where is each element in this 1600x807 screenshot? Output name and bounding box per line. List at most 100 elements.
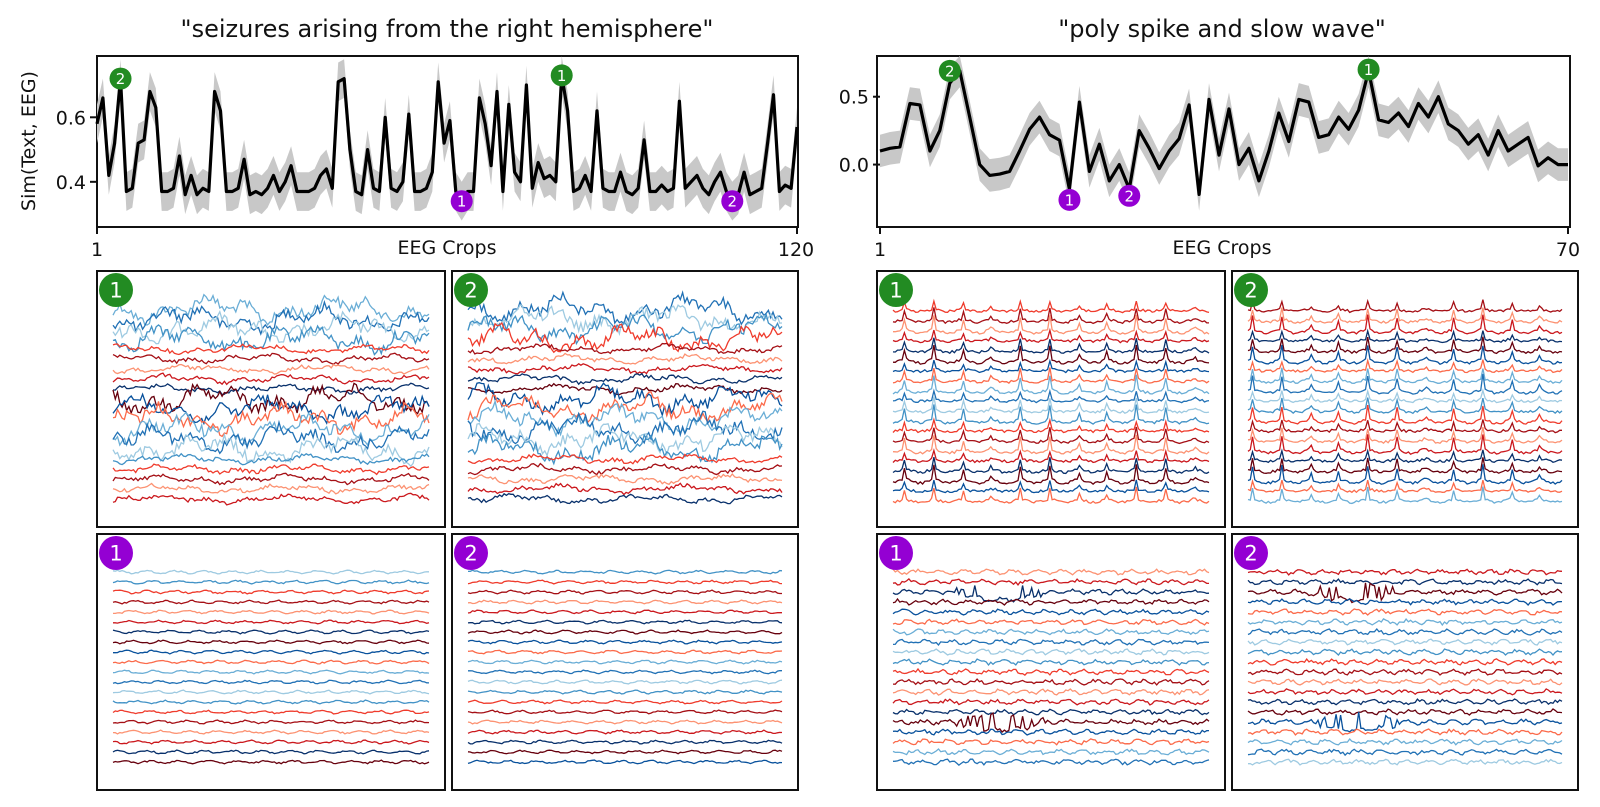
- eeg-trace: [1247, 328, 1563, 344]
- eeg-trace: [892, 577, 1210, 586]
- right-chart-title: "poly spike and slow wave": [1058, 15, 1386, 43]
- eeg-trace: [467, 352, 783, 365]
- left-x-tick-last: 120: [778, 239, 814, 261]
- eeg-trace: [1247, 457, 1563, 474]
- eeg-trace: [467, 609, 782, 615]
- eeg-trace: [1247, 638, 1563, 646]
- marker-label: 2: [1125, 187, 1135, 205]
- eeg-trace: [1247, 464, 1563, 485]
- eeg-trace: [892, 307, 1210, 325]
- panel-badge-label: 1: [889, 279, 902, 303]
- eeg-trace: [892, 638, 1210, 647]
- eeg-trace: [892, 667, 1210, 676]
- eeg-trace: [1247, 314, 1563, 335]
- eeg-panel-green-1: 1: [96, 270, 446, 528]
- eeg-trace: [892, 618, 1210, 626]
- eeg-trace: [112, 482, 430, 495]
- eeg-trace: [1247, 397, 1563, 415]
- eeg-trace: [1247, 448, 1563, 464]
- eeg-trace: [112, 382, 430, 396]
- eeg-panel-green-2: 2: [451, 270, 799, 528]
- eeg-trace: [467, 422, 783, 458]
- eeg-trace: [1247, 568, 1563, 576]
- eeg-trace: [1247, 618, 1563, 627]
- left-chart-title: "seizures arising from the right hemisph…: [181, 15, 714, 43]
- eeg-trace: [112, 709, 430, 715]
- eeg-trace: [892, 367, 1210, 384]
- eeg-trace: [112, 579, 430, 585]
- right-chart-frame: [876, 55, 1571, 228]
- eeg-trace: [112, 324, 430, 356]
- panel-badge-label: 1: [889, 542, 902, 566]
- eeg-trace: [112, 569, 429, 575]
- left-y-axis-label: Sim(Text, EEG): [18, 71, 40, 211]
- eeg-trace: [112, 689, 430, 695]
- green-panel-badge-2: [454, 273, 488, 307]
- eeg-trace: [1247, 307, 1563, 324]
- eeg-trace: [1247, 698, 1563, 706]
- panel-badge-label: 2: [464, 279, 477, 303]
- eeg-trace: [1247, 298, 1563, 314]
- eeg-trace: [892, 337, 1210, 355]
- eeg-trace: [1247, 434, 1563, 455]
- eeg-trace: [1247, 404, 1563, 425]
- purple-panel-badge-2: [1234, 536, 1268, 570]
- eeg-trace: [1247, 426, 1563, 445]
- eeg-trace: [892, 708, 1210, 716]
- eeg-trace: [112, 363, 430, 375]
- eeg-trace: [112, 463, 430, 476]
- right-similarity-chart: "poly spike and slow wave" 0.0 0.5 1 70 E…: [839, 15, 1580, 261]
- eeg-trace: [1247, 486, 1563, 505]
- eeg-trace: [467, 382, 783, 396]
- purple-marker-1: [450, 190, 473, 213]
- eeg-trace: [892, 658, 1210, 667]
- left-chart-confidence-band: [97, 56, 797, 221]
- right-x-tick-first: 1: [874, 239, 886, 261]
- eeg-trace: [892, 358, 1210, 374]
- eeg-trace: [892, 728, 1210, 736]
- eeg-trace: [112, 639, 430, 645]
- eeg-example-panels: 1 2 1 2 1 2 1 2: [96, 270, 1579, 791]
- eeg-trace: [467, 363, 783, 375]
- eeg-trace: [1247, 627, 1563, 636]
- eeg-trace: [112, 679, 430, 685]
- eeg-trace: [892, 448, 1210, 464]
- eeg-trace: [467, 321, 783, 354]
- green-marker-1: [550, 64, 573, 87]
- eeg-trace: [1247, 608, 1563, 616]
- eeg-trace: [112, 411, 430, 447]
- eeg-panel-purple-2: 2: [451, 533, 799, 791]
- marker-label: 2: [728, 193, 738, 211]
- left-chart-mean-line: [95, 73, 799, 203]
- left-x-tick-first: 1: [91, 239, 103, 261]
- eeg-trace: [892, 568, 1210, 576]
- eeg-trace: [1247, 388, 1563, 404]
- eeg-trace: [112, 659, 430, 665]
- eeg-trace: [1247, 737, 1563, 746]
- y-tick-label: 0.0: [839, 155, 869, 177]
- eeg-trace: [467, 579, 783, 585]
- eeg-trace: [467, 599, 783, 605]
- eeg-trace: [112, 400, 430, 438]
- eeg-trace: [113, 609, 430, 615]
- eeg-trace: [112, 599, 430, 605]
- eeg-trace: [892, 698, 1210, 706]
- eeg-trace: [1247, 711, 1563, 733]
- eeg-panel-green-2: 2: [1231, 270, 1579, 528]
- eeg-trace: [1247, 678, 1563, 686]
- y-tick-label: 0.5: [839, 87, 869, 109]
- eeg-trace: [892, 434, 1210, 455]
- eeg-trace: [1247, 478, 1563, 494]
- eeg-trace: [112, 343, 430, 356]
- eeg-trace: [467, 709, 783, 715]
- eeg-panel-frame: [96, 270, 446, 528]
- eeg-trace: [892, 479, 1210, 494]
- right-x-axis-label: EEG Crops: [1172, 237, 1271, 259]
- eeg-trace: [892, 298, 1210, 314]
- eeg-trace: [1247, 728, 1563, 736]
- eeg-trace: [467, 492, 783, 505]
- marker-label: 1: [557, 67, 567, 85]
- eeg-trace: [112, 749, 430, 755]
- eeg-trace: [892, 758, 1210, 766]
